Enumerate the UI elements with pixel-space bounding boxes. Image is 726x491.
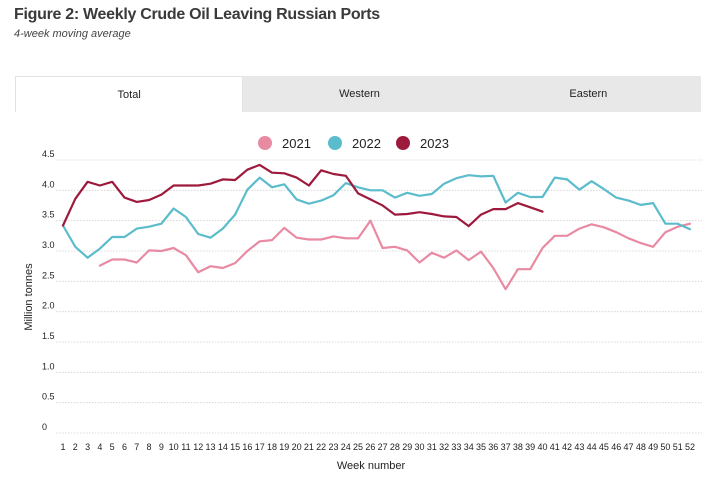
x-tick-label: 48 <box>636 442 646 452</box>
x-tick-label: 2 <box>73 442 78 452</box>
series-line-2021[interactable] <box>98 219 692 291</box>
x-tick-label: 18 <box>267 442 277 452</box>
x-tick-label: 50 <box>660 442 670 452</box>
y-axis-ticks: 0 0.5 1.0 1.5 2.0 2.5 3.0 3.5 4.0 4.5 <box>42 149 55 432</box>
legend-2023-label: 2023 <box>420 136 449 151</box>
x-tick-label: 38 <box>513 442 523 452</box>
y-tick-label: 0 <box>42 422 47 432</box>
x-tick-label: 52 <box>685 442 695 452</box>
x-tick-label: 16 <box>242 442 252 452</box>
x-tick-label: 26 <box>365 442 375 452</box>
x-tick-label: 4 <box>97 442 102 452</box>
x-tick-label: 45 <box>599 442 609 452</box>
tab-eastern[interactable]: Eastern <box>475 76 702 112</box>
x-tick-label: 10 <box>169 442 179 452</box>
x-tick-label: 39 <box>525 442 535 452</box>
x-tick-label: 42 <box>562 442 572 452</box>
x-tick-label: 29 <box>402 442 412 452</box>
x-tick-label: 44 <box>587 442 597 452</box>
legend-2022-label: 2022 <box>352 136 381 151</box>
x-tick-label: 47 <box>624 442 634 452</box>
series-line-2023[interactable] <box>61 163 544 228</box>
x-tick-label: 33 <box>451 442 461 452</box>
x-tick-label: 12 <box>193 442 203 452</box>
chart-grid <box>56 159 702 434</box>
legend-2021-marker[interactable] <box>258 136 272 150</box>
y-tick-label: 2.0 <box>42 301 55 311</box>
tab-western[interactable]: Western <box>243 76 476 112</box>
x-tick-label: 13 <box>206 442 216 452</box>
x-tick-label: 43 <box>574 442 584 452</box>
x-tick-label: 7 <box>134 442 139 452</box>
legend-2023-marker[interactable] <box>396 136 410 150</box>
x-tick-label: 51 <box>673 442 683 452</box>
y-tick-label: 4.0 <box>42 179 55 189</box>
y-tick-label: 2.5 <box>42 270 55 280</box>
x-tick-label: 22 <box>316 442 326 452</box>
y-tick-label: 0.5 <box>42 392 55 402</box>
y-tick-label: 1.5 <box>42 331 55 341</box>
x-tick-label: 37 <box>501 442 511 452</box>
x-tick-label: 21 <box>304 442 314 452</box>
x-tick-label: 35 <box>476 442 486 452</box>
x-tick-label: 49 <box>648 442 658 452</box>
x-tick-label: 3 <box>85 442 90 452</box>
y-tick-label: 3.5 <box>42 210 55 220</box>
x-tick-label: 5 <box>110 442 115 452</box>
x-tick-label: 30 <box>415 442 425 452</box>
x-tick-label: 20 <box>292 442 302 452</box>
x-tick-label: 1 <box>60 442 65 452</box>
x-axis-label: Week number <box>337 460 406 472</box>
x-tick-label: 34 <box>464 442 474 452</box>
x-tick-label: 46 <box>611 442 621 452</box>
series-line-2022[interactable] <box>61 174 692 259</box>
x-tick-label: 27 <box>378 442 388 452</box>
x-tick-label: 41 <box>550 442 560 452</box>
region-tabs: Total Western Eastern <box>15 76 702 112</box>
x-tick-label: 11 <box>181 442 190 452</box>
x-tick-label: 25 <box>353 442 363 452</box>
x-tick-label: 8 <box>147 442 152 452</box>
page-subtitle: 4-week moving average <box>14 28 131 40</box>
x-tick-label: 14 <box>218 442 228 452</box>
y-tick-label: 4.5 <box>42 149 55 159</box>
chart-legend: 2021 2022 2023 <box>258 136 449 151</box>
x-tick-label: 15 <box>230 442 240 452</box>
x-tick-label: 24 <box>341 442 351 452</box>
y-tick-label: 3.0 <box>42 240 55 250</box>
x-tick-label: 9 <box>159 442 164 452</box>
y-tick-label: 1.0 <box>42 361 55 371</box>
legend-2022-marker[interactable] <box>328 136 342 150</box>
x-tick-label: 23 <box>328 442 338 452</box>
x-tick-label: 36 <box>488 442 498 452</box>
x-tick-label: 31 <box>427 442 437 452</box>
tab-total[interactable]: Total <box>15 76 244 112</box>
series-lines <box>61 163 692 291</box>
x-axis-ticks: 1 2 3 4 5 6 7 8 9 10 11 12 13 14 15 16 17 18 19 20 21 22 23 24 2… <box>60 442 695 452</box>
y-axis-label: Million tonnes <box>23 263 35 331</box>
legend-2021-label: 2021 <box>282 136 311 151</box>
x-tick-label: 17 <box>255 442 265 452</box>
x-tick-label: 28 <box>390 442 400 452</box>
x-tick-label: 6 <box>122 442 127 452</box>
x-tick-label: 19 <box>279 442 289 452</box>
x-tick-label: 40 <box>537 442 547 452</box>
x-tick-label: 32 <box>439 442 449 452</box>
page-title: Figure 2: Weekly Crude Oil Leaving Russi… <box>14 6 380 23</box>
